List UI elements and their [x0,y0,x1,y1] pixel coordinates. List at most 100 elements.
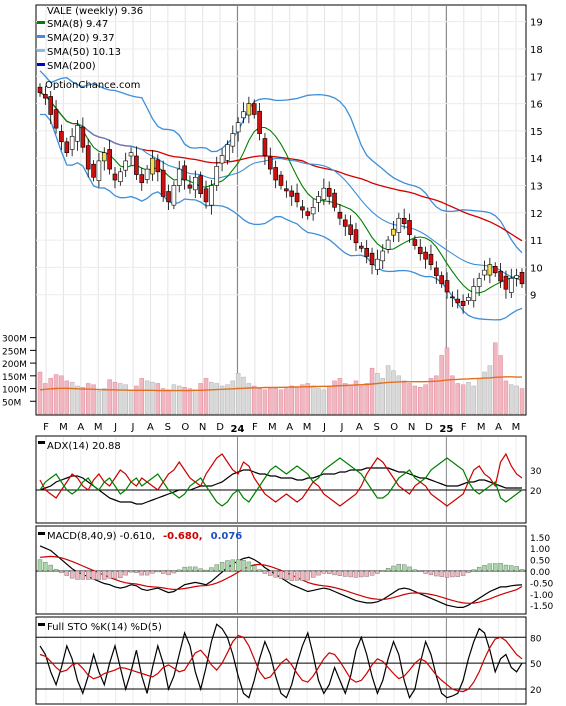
candle-body [337,211,343,219]
volume-bar [284,388,289,415]
macd-histogram-bar [332,570,337,576]
candle-body [487,264,493,276]
macd-histogram-bar [80,570,86,580]
macd-histogram-bar [514,566,519,572]
macd-histogram-bar [128,570,134,573]
macd-histogram-bar [423,570,428,574]
price-y-tick: 18 [530,45,543,56]
x-tick-label: J [322,422,326,433]
candle-body [434,267,439,276]
x-tick-label: J [339,422,343,433]
volume-bar [289,385,294,415]
candle-body [219,155,225,164]
adx-panel-frame [35,435,527,524]
candle-body [278,174,284,186]
volume-bar [471,385,477,415]
candle-body [289,190,295,197]
candle-body [455,298,461,304]
candle-body [96,160,102,181]
price-y-tick: 9 [530,291,536,302]
candle-body [118,171,123,182]
volume-bar [369,367,375,415]
price-y-tick: 15 [530,127,543,138]
macd-histogram-bar [348,570,353,578]
candle-body [257,110,262,134]
x-tick-label: S [374,422,380,433]
candle-body [316,196,321,203]
x-tick-label: N [199,422,206,433]
candle-body [241,111,246,119]
volume-bar [375,373,380,415]
candle-body [321,187,327,200]
volume-bar [439,355,444,415]
volume-bar [401,380,407,415]
watermark: OptionChance.com [45,80,140,91]
x-tick-label: A [77,422,84,433]
macd-signal-line [39,555,523,604]
volume-bar [118,383,123,415]
candle-body [251,103,257,115]
macd-histogram-bar [327,570,332,574]
volume-bar [348,384,353,415]
volume-bar [380,378,386,415]
volume-bar [428,378,434,415]
volume-bar [235,373,241,415]
macd-histogram-bar [118,570,123,579]
volume-bar [219,385,225,415]
candle-body [107,149,112,170]
volume-bar [193,389,198,415]
candle-body [134,155,139,175]
candle-body [514,275,519,279]
macd-histogram-bar [444,570,450,578]
macd-histogram-bar [225,560,230,572]
price-y-tick: 19 [530,18,543,29]
candle-body [85,145,91,170]
volume-bar [85,383,91,415]
sto-swatch [38,623,45,626]
adx-swatch [38,441,45,444]
volume-y-tick: 150M [2,373,27,383]
macd-histogram-bar [144,570,150,576]
volume-bar [294,387,300,415]
volume-bar [134,385,139,415]
volume-bar [209,381,214,415]
volume-bar [343,383,348,415]
candle-body [300,206,305,211]
volume-bar [257,388,262,415]
x-tick-label: M [303,422,312,433]
candle-body [380,250,386,262]
macd-histogram-bar [493,563,498,572]
sto-y-tick: 50 [530,660,542,670]
volume-bar [359,385,364,415]
volume-bar [514,385,519,415]
volume-average-line [39,376,522,392]
axis-labels: F M A M J J A S O N D 24 F M A M J J A S O N D 25 F M A M1918171615… [2,18,554,696]
macd-histogram-bar [353,570,359,578]
x-tick-label: O [181,422,189,433]
volume-bar [112,381,118,415]
candle-body [396,217,402,233]
macd-histogram-bar [75,570,80,580]
volume-bar [268,387,273,415]
candle-body [203,188,209,203]
sto-y-tick: 80 [530,634,542,644]
macd-histogram-bar [466,570,471,574]
macd-histogram-bar [407,566,412,572]
volume-bar [412,385,418,415]
macd-histogram-bar [53,568,59,572]
candle-body [101,152,107,162]
macd-histogram-bar [359,570,364,578]
macd-histogram-bar [482,565,487,572]
volume-bar [476,378,482,415]
adx-legend: ADX(14) 20.88 [38,441,121,452]
macd-histogram-bar [150,570,155,574]
macd-histogram-bar [112,570,118,579]
price-panel-frame [35,4,527,416]
candle-body [310,207,316,215]
macd-y-tick: 0.50 [530,557,550,567]
macd-histogram-bar [380,570,385,572]
volume-y-tick: 100M [2,386,27,396]
macd-histogram-bar [498,563,503,572]
x-tick-label: N [408,422,415,433]
candle-body [428,253,434,265]
